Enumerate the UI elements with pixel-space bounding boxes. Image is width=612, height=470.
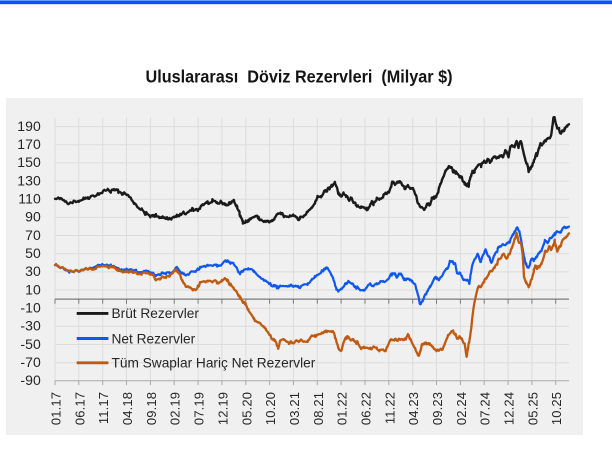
svg-text:03.21: 03.21 xyxy=(287,392,302,425)
svg-text:06.17: 06.17 xyxy=(72,392,87,425)
svg-text:130: 130 xyxy=(17,172,41,188)
svg-text:150: 150 xyxy=(17,154,41,170)
svg-text:12.19: 12.19 xyxy=(215,392,230,425)
svg-text:11.17: 11.17 xyxy=(96,392,111,424)
svg-text:02.24: 02.24 xyxy=(454,392,469,425)
svg-text:-70: -70 xyxy=(20,354,41,370)
svg-text:Brüt Rezervler: Brüt Rezervler xyxy=(112,306,200,321)
svg-text:07.24: 07.24 xyxy=(478,392,493,425)
svg-text:Tüm Swaplar Hariç Net Rezervle: Tüm Swaplar Hariç Net Rezervler xyxy=(112,356,316,371)
svg-text:30: 30 xyxy=(25,263,41,279)
svg-text:01.22: 01.22 xyxy=(335,392,350,425)
svg-text:-50: -50 xyxy=(20,336,41,352)
svg-text:05.25: 05.25 xyxy=(525,392,540,425)
svg-text:07.19: 07.19 xyxy=(192,392,207,425)
svg-text:10.20: 10.20 xyxy=(263,392,278,425)
svg-text:01.17: 01.17 xyxy=(49,392,64,425)
svg-text:09.23: 09.23 xyxy=(430,392,445,425)
svg-text:04.23: 04.23 xyxy=(406,392,421,425)
svg-text:190: 190 xyxy=(17,118,41,134)
svg-text:09.18: 09.18 xyxy=(144,392,159,425)
svg-text:Uluslararası Döviz Rezervleri: Uluslararası Döviz Rezervleri (Milyar $) xyxy=(146,67,453,87)
svg-text:110: 110 xyxy=(18,191,41,207)
svg-text:04.18: 04.18 xyxy=(120,392,135,425)
svg-text:50: 50 xyxy=(25,245,41,261)
svg-text:06.22: 06.22 xyxy=(359,392,374,425)
svg-text:12.24: 12.24 xyxy=(502,392,517,425)
svg-text:10: 10 xyxy=(25,281,41,297)
svg-text:10.25: 10.25 xyxy=(549,392,564,425)
svg-text:70: 70 xyxy=(25,227,41,243)
svg-text:-30: -30 xyxy=(20,318,41,334)
svg-text:02.19: 02.19 xyxy=(168,392,183,425)
svg-text:-90: -90 xyxy=(20,372,41,388)
svg-text:170: 170 xyxy=(17,136,41,152)
svg-text:05.20: 05.20 xyxy=(239,392,254,425)
svg-text:90: 90 xyxy=(25,209,41,225)
svg-text:Net Rezervler: Net Rezervler xyxy=(112,331,196,346)
svg-text:08.21: 08.21 xyxy=(311,392,326,425)
svg-text:11.22: 11.22 xyxy=(382,392,397,424)
svg-text:-10: -10 xyxy=(20,300,41,316)
